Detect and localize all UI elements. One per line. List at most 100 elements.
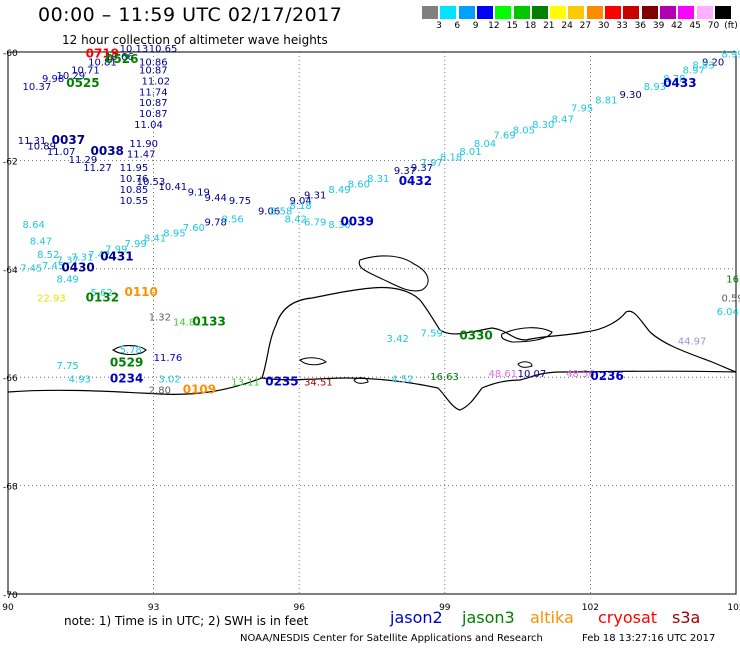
island-outline xyxy=(517,361,533,368)
wave-height-value: 11.47 xyxy=(127,150,156,161)
wave-height-value: 13.11 xyxy=(231,377,260,388)
wave-height-value: 0.59 xyxy=(721,293,740,304)
latitude-tick-label: -68 xyxy=(3,483,18,493)
wave-height-value: 5.78 xyxy=(120,345,142,356)
wave-height-value: 8.47 xyxy=(30,236,52,247)
legend-label: 27 xyxy=(579,21,592,31)
wave-height-value: 9.06 xyxy=(258,207,280,218)
wave-height-value: 11.29 xyxy=(69,155,98,166)
wave-height-value: 10.53 xyxy=(137,177,166,188)
pass-time-label: 0039 xyxy=(340,214,373,228)
wave-height-value: 8.05 xyxy=(513,125,535,136)
wave-height-value: 8.78 xyxy=(663,74,685,85)
wave-height-value: 9.78 xyxy=(205,217,227,228)
wave-height-value: 4.93 xyxy=(69,375,91,386)
wave-height-value: 9.98 xyxy=(42,74,64,85)
wave-height-value: 3.02 xyxy=(158,375,180,386)
map-frame xyxy=(7,51,737,595)
wave-height-value: 10.29 xyxy=(57,71,86,82)
wave-height-value: 8.99 xyxy=(721,49,740,60)
wave-height-value: 7.99 xyxy=(105,245,127,256)
wave-height-value: 11.04 xyxy=(134,120,163,131)
longitude-tick-label: 90 xyxy=(2,603,14,613)
wave-height-value: 7.45 xyxy=(20,264,42,275)
island-outline xyxy=(299,357,327,366)
wave-height-value: 8.93 xyxy=(644,82,666,93)
legend-label: 18 xyxy=(524,21,537,31)
pass-time-label: 0433 xyxy=(663,76,696,90)
legend-label: 30 xyxy=(597,21,610,31)
wave-height-value: 6.04 xyxy=(717,307,739,318)
satellite-name: jason3 xyxy=(462,608,515,627)
wave-height-value: 8.01 xyxy=(459,147,481,158)
legend-label: 33 xyxy=(616,21,628,31)
pass-time-label: 0236 xyxy=(590,369,623,383)
wave-height-value: 9.37 xyxy=(411,163,433,174)
wave-height-value: 10.66 xyxy=(105,52,134,63)
legend-swatch xyxy=(678,6,695,19)
wave-height-value: 10.37 xyxy=(23,82,52,93)
wave-height-value: 9.19 xyxy=(188,188,210,199)
wave-height-value: 9.20 xyxy=(702,58,724,69)
wave-height-value: 8.58 xyxy=(270,207,292,218)
map-subtitle: 12 hour collection of altimeter wave hei… xyxy=(62,33,328,47)
wave-height-value: 7.45 xyxy=(42,261,64,272)
wave-height-value: 9.75 xyxy=(229,196,251,207)
wave-height-value: 16 xyxy=(726,274,739,285)
wave-height-value: 8.56 xyxy=(222,215,244,226)
wave-height-value: 7.37 xyxy=(57,255,79,266)
wave-height-value: 10.55 xyxy=(120,196,149,207)
wave-height-value: 11.90 xyxy=(129,139,158,150)
pass-time-label: 0431 xyxy=(100,250,133,264)
wave-height-value: 8.93 xyxy=(692,60,714,71)
footer-note: note: 1) Time is in UTC; 2) SWH is in fe… xyxy=(64,614,309,628)
wave-height-value: 10.89 xyxy=(27,142,56,153)
wave-height-value: 10.87 xyxy=(139,109,168,120)
wave-height-value: 7.97 xyxy=(421,158,443,169)
wave-height-value: 8.81 xyxy=(595,95,617,106)
longitude-tick-label: 99 xyxy=(439,603,451,613)
wave-height-value: 8.41 xyxy=(144,234,166,245)
legend-label: 21 xyxy=(543,21,555,31)
legend-label: 42 xyxy=(671,21,683,31)
latitude-tick-label: -60 xyxy=(3,49,18,59)
legend-swatch xyxy=(696,6,713,19)
pass-time-label: 0037 xyxy=(52,133,85,147)
island-outline xyxy=(112,344,147,356)
legend-swatch xyxy=(550,6,567,19)
wave-height-value: 10.86 xyxy=(139,58,168,69)
pass-time-label: 0110 xyxy=(124,285,157,299)
wave-height-value: 7.69 xyxy=(493,131,515,142)
pass-time-label: 0234 xyxy=(110,372,143,386)
wave-height-value: 16.63 xyxy=(430,372,459,383)
wave-height-value: 7.31 xyxy=(71,253,93,264)
legend-swatch xyxy=(422,6,438,19)
wave-height-value: 11.76 xyxy=(154,353,183,364)
wave-height-value: 11.31 xyxy=(18,136,47,147)
wave-height-value: 9.44 xyxy=(205,193,227,204)
pass-time-label: 0109 xyxy=(183,382,216,396)
legend-swatch xyxy=(605,6,621,19)
wave-height-value: 8.95 xyxy=(163,228,185,239)
island-outline xyxy=(353,377,369,384)
legend-swatch xyxy=(476,6,493,19)
coastline-shelf xyxy=(261,370,737,411)
wave-height-value: 9.04 xyxy=(289,196,311,207)
island-outline xyxy=(500,327,553,343)
wave-height-value: 11.95 xyxy=(120,163,149,174)
wave-height-value: 8.04 xyxy=(474,139,496,150)
pass-time-label: 0432 xyxy=(399,174,432,188)
legend-swatch xyxy=(440,6,457,19)
legend-swatch xyxy=(568,6,585,19)
wave-height-value: 8.18 xyxy=(289,201,311,212)
wave-height-value: 6.79 xyxy=(304,217,326,228)
wave-height-value: 48.61 xyxy=(488,369,517,380)
legend-swatch xyxy=(531,6,548,19)
satellite-name: jason2 xyxy=(390,608,443,627)
wave-height-value: 2.80 xyxy=(149,385,171,396)
pass-time-label: 0133 xyxy=(192,315,225,329)
wave-height-value: 7.42 xyxy=(88,250,110,261)
legend-label: 39 xyxy=(652,21,665,31)
wave-height-value: 8.64 xyxy=(23,220,45,231)
